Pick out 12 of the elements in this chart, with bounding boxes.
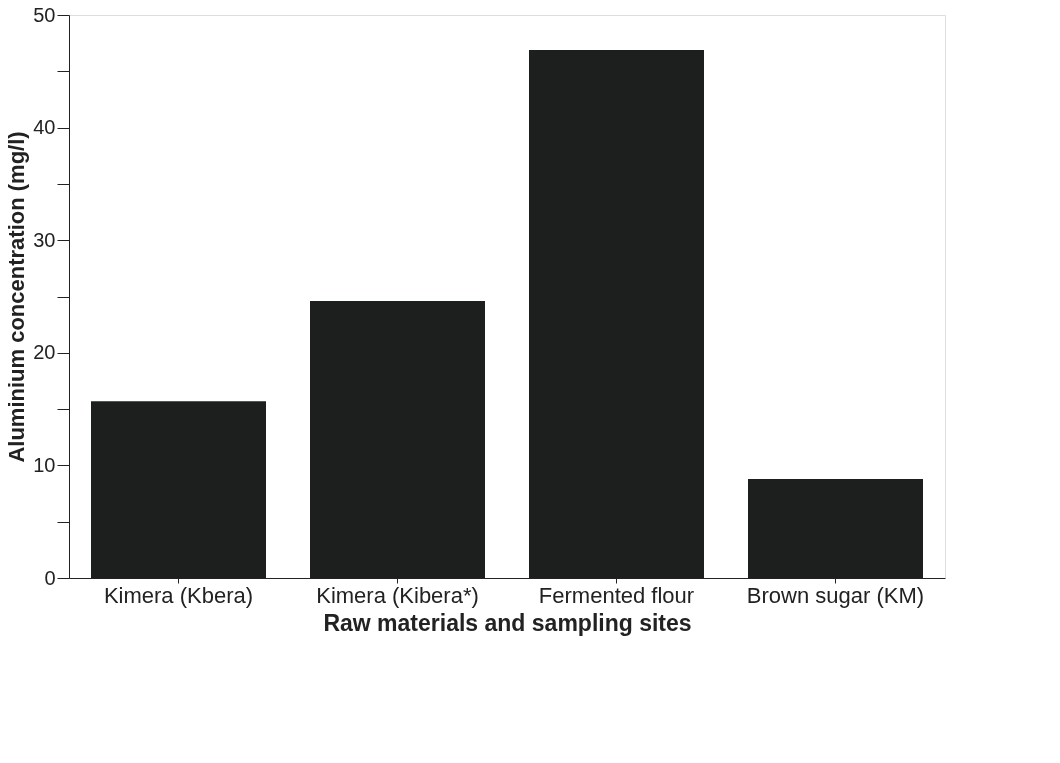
x-tick-label: Kimera (Kbera) bbox=[103, 582, 254, 608]
y-tick-label: 0 bbox=[44, 566, 56, 589]
x-tick-label: Kimera (Kibera*) bbox=[316, 582, 479, 608]
y-tick-label: 30 bbox=[33, 228, 56, 251]
y-axis-title: Aluminium concentration (mg/l) bbox=[4, 131, 30, 463]
y-tick-label: 10 bbox=[33, 453, 56, 476]
y-tick-label: 20 bbox=[33, 341, 56, 364]
y-tick-label: 40 bbox=[33, 116, 56, 139]
y-tick-label: 50 bbox=[33, 3, 56, 26]
x-axis-title: Raw materials and sampling sites bbox=[323, 609, 692, 636]
x-tick-label: Brown sugar (KM) bbox=[746, 582, 925, 608]
x-tick-label: Fermented flour bbox=[538, 582, 695, 608]
